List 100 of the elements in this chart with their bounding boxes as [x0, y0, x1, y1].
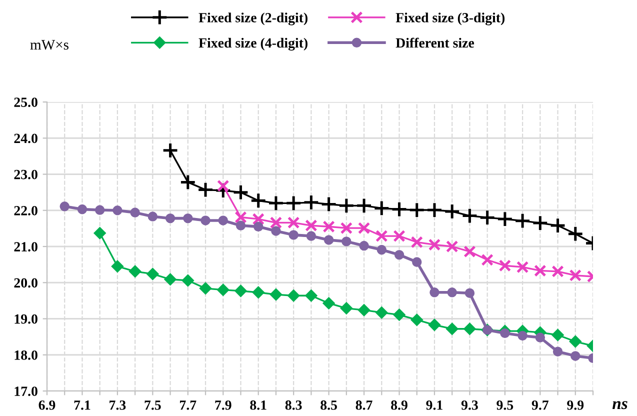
- point: [569, 269, 582, 282]
- x-tick-label: 7.9: [215, 400, 232, 410]
- point: [287, 216, 300, 229]
- point: [232, 184, 249, 201]
- point: [358, 304, 370, 316]
- point: [111, 260, 124, 272]
- point: [320, 196, 337, 212]
- point: [393, 308, 406, 321]
- point: [518, 330, 528, 341]
- point: [376, 244, 387, 255]
- x-axis-title: ns: [612, 401, 628, 410]
- y-tick-label: 17.0: [14, 386, 38, 396]
- point: [180, 174, 196, 190]
- point: [464, 288, 475, 298]
- point: [217, 180, 230, 192]
- point: [77, 204, 88, 214]
- point: [197, 182, 214, 198]
- point: [217, 284, 230, 296]
- point: [496, 210, 514, 228]
- point: [253, 222, 264, 232]
- y-axis-title: mW×s: [30, 40, 68, 50]
- y-tick-label: 24.0: [14, 134, 38, 144]
- point: [285, 194, 302, 212]
- point: [60, 202, 70, 212]
- x-tick-label: 9.5: [496, 400, 514, 410]
- point: [182, 274, 194, 287]
- y-tick-label: 23.0: [14, 170, 38, 180]
- point: [338, 197, 355, 214]
- point: [130, 208, 140, 218]
- point: [552, 265, 564, 278]
- point: [356, 197, 372, 214]
- point: [359, 240, 369, 251]
- x-tick-label: 9.7: [532, 400, 549, 410]
- point: [428, 238, 441, 251]
- point: [412, 257, 422, 267]
- point: [552, 346, 563, 356]
- x-tick-label: 7.1: [74, 400, 90, 410]
- point: [340, 302, 353, 314]
- point: [552, 328, 564, 342]
- y-tick-label: 25.0: [14, 98, 38, 108]
- point: [112, 206, 122, 216]
- point: [288, 230, 298, 240]
- point: [218, 216, 228, 226]
- legend-label: Different size: [396, 38, 474, 48]
- point: [479, 209, 496, 226]
- point: [428, 318, 441, 331]
- legend-label: Fixed size (3-digit): [396, 12, 505, 26]
- x-tick-label: 6.9: [38, 400, 56, 410]
- point: [464, 245, 476, 258]
- point: [162, 142, 178, 159]
- x-tick-label: 7.5: [144, 400, 161, 410]
- point: [447, 288, 457, 298]
- point: [373, 200, 390, 216]
- point: [303, 194, 320, 211]
- point: [94, 205, 105, 215]
- point: [514, 212, 531, 230]
- point: [234, 284, 247, 298]
- point: [200, 216, 210, 226]
- point: [481, 254, 494, 266]
- legend-label: Fixed size (4-digit): [198, 38, 308, 51]
- x-tick-label: 9.9: [567, 400, 584, 410]
- point: [252, 286, 264, 298]
- point: [236, 220, 246, 230]
- x-tick-label: 7.7: [180, 400, 196, 410]
- point: [426, 202, 443, 218]
- point: [498, 260, 512, 272]
- point: [305, 219, 318, 232]
- point: [322, 220, 335, 233]
- point: [340, 222, 353, 234]
- point: [446, 322, 458, 335]
- point: [410, 236, 423, 248]
- point: [270, 288, 282, 301]
- point: [391, 201, 408, 218]
- point: [94, 227, 106, 240]
- point: [358, 222, 370, 234]
- point: [408, 202, 426, 218]
- x-tick-label: 8.9: [391, 400, 408, 410]
- point: [148, 212, 158, 222]
- point: [250, 192, 267, 209]
- y-tick-label: 20.0: [14, 278, 38, 288]
- x-tick-label: 9.3: [461, 400, 478, 410]
- point: [570, 351, 580, 361]
- point: [146, 268, 159, 280]
- point: [268, 194, 284, 212]
- y-tick-label: 22.0: [14, 206, 38, 216]
- x-tick-label: 8.3: [285, 400, 302, 410]
- x-tick-label: 8.7: [356, 400, 372, 410]
- point: [500, 328, 510, 338]
- y-tick-label: 19.0: [14, 314, 38, 324]
- point: [183, 213, 193, 224]
- point: [394, 250, 404, 260]
- point: [252, 212, 264, 226]
- point: [569, 335, 582, 348]
- x-tick-label: 9.1: [426, 400, 442, 410]
- point: [567, 226, 584, 242]
- y-tick-label: 21.0: [14, 242, 38, 252]
- point: [516, 260, 529, 274]
- point: [287, 290, 300, 302]
- y-tick-label: 18.0: [14, 350, 38, 360]
- x-tick-label: 8.1: [250, 400, 266, 410]
